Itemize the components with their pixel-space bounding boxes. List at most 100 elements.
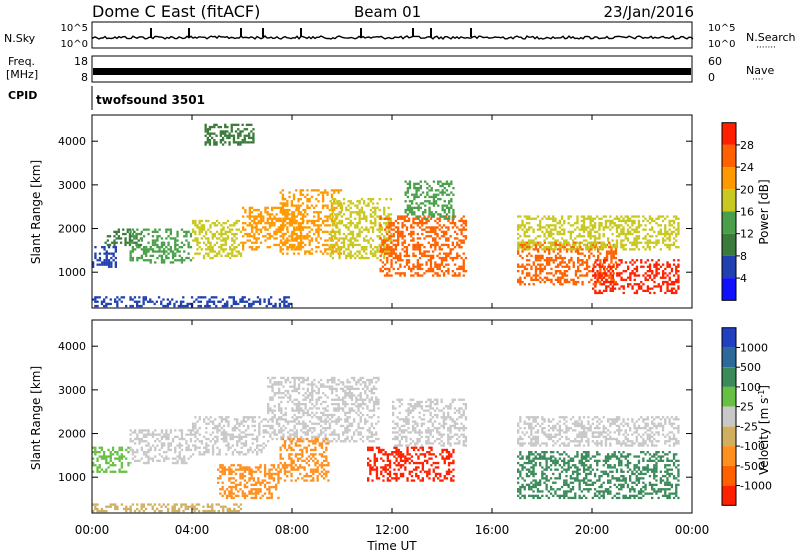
data-cell — [646, 239, 649, 242]
data-cell — [363, 217, 366, 220]
data-cell — [386, 261, 389, 264]
data-cell — [331, 381, 334, 384]
data-cell — [288, 213, 291, 216]
data-cell — [223, 470, 226, 473]
data-cell — [237, 228, 240, 231]
data-cell — [328, 387, 332, 390]
data-cell — [297, 416, 301, 419]
data-cell — [286, 431, 290, 434]
data-cell — [539, 267, 542, 271]
data-cell — [624, 270, 628, 273]
data-cell — [280, 396, 283, 399]
data-cell — [223, 472, 226, 476]
data-cell — [629, 232, 632, 236]
power-heatmap — [92, 123, 680, 308]
data-cell — [631, 248, 634, 251]
data-cell — [198, 416, 201, 419]
data-cell — [577, 280, 580, 284]
data-cell — [290, 202, 293, 205]
data-cell — [339, 398, 343, 401]
data-cell — [293, 435, 296, 438]
data-cell — [297, 376, 301, 380]
data-cell — [677, 274, 680, 277]
data-cell — [364, 385, 367, 388]
data-cell — [169, 429, 172, 432]
data-cell — [315, 219, 318, 223]
data-cell — [330, 217, 334, 220]
data-cell — [344, 427, 347, 430]
data-cell — [234, 488, 238, 491]
data-cell — [295, 246, 298, 249]
data-cell — [313, 189, 316, 192]
data-cell — [605, 289, 608, 292]
data-cell — [403, 241, 406, 244]
data-cell — [388, 237, 391, 240]
data-cell — [218, 422, 221, 425]
data-cell — [256, 300, 260, 303]
data-cell — [290, 200, 293, 203]
data-cell — [225, 444, 228, 447]
data-cell — [315, 237, 318, 240]
data-cell — [289, 440, 292, 443]
data-cell — [268, 492, 271, 495]
data-cell — [620, 243, 623, 247]
data-cell — [284, 413, 287, 417]
data-cell — [604, 226, 608, 229]
data-cell — [319, 385, 323, 388]
data-cell — [436, 217, 439, 220]
data-cell — [116, 300, 119, 303]
data-cell — [583, 274, 586, 277]
data-cell — [355, 381, 358, 384]
data-cell — [415, 191, 418, 194]
data-cell — [375, 437, 378, 441]
data-cell — [347, 248, 350, 251]
data-cell — [311, 383, 314, 386]
data-cell — [250, 141, 253, 144]
data-cell — [256, 444, 259, 447]
data-cell — [284, 394, 287, 397]
data-cell — [131, 304, 134, 308]
data-cell — [414, 265, 417, 268]
data-cell — [279, 211, 282, 214]
data-cell — [100, 457, 104, 460]
data-cell — [308, 230, 311, 233]
data-cell — [664, 239, 667, 242]
data-cell — [207, 239, 210, 242]
data-cell — [98, 451, 101, 454]
data-cell — [234, 300, 238, 303]
data-cell — [275, 422, 279, 425]
data-cell — [607, 280, 610, 284]
data-cell — [277, 470, 280, 473]
data-cell — [231, 239, 234, 242]
data-cell — [646, 246, 649, 249]
data-cell — [428, 202, 431, 205]
data-cell — [415, 187, 418, 190]
data-cell — [255, 217, 258, 220]
data-cell — [366, 387, 369, 390]
data-cell — [224, 141, 227, 144]
data-cell — [359, 433, 362, 436]
data-cell — [554, 254, 558, 257]
data-cell — [659, 248, 662, 251]
data-cell — [134, 431, 137, 434]
data-cell — [226, 300, 229, 303]
data-cell — [342, 381, 345, 384]
data-cell — [594, 265, 597, 268]
data-cell — [407, 232, 411, 236]
data-cell — [315, 403, 318, 406]
data-cell — [248, 134, 251, 137]
data-cell — [637, 248, 641, 251]
data-cell — [642, 283, 645, 286]
data-cell — [519, 254, 522, 257]
data-cell — [423, 254, 426, 257]
data-cell — [129, 254, 132, 257]
data-cell — [248, 239, 251, 242]
data-cell — [207, 246, 210, 249]
data-cell — [428, 195, 431, 199]
data-cell — [387, 206, 390, 209]
data-cell — [397, 254, 400, 257]
data-cell — [596, 215, 599, 218]
data-cell — [244, 453, 248, 456]
data-cell — [605, 272, 608, 275]
data-cell — [304, 211, 307, 214]
